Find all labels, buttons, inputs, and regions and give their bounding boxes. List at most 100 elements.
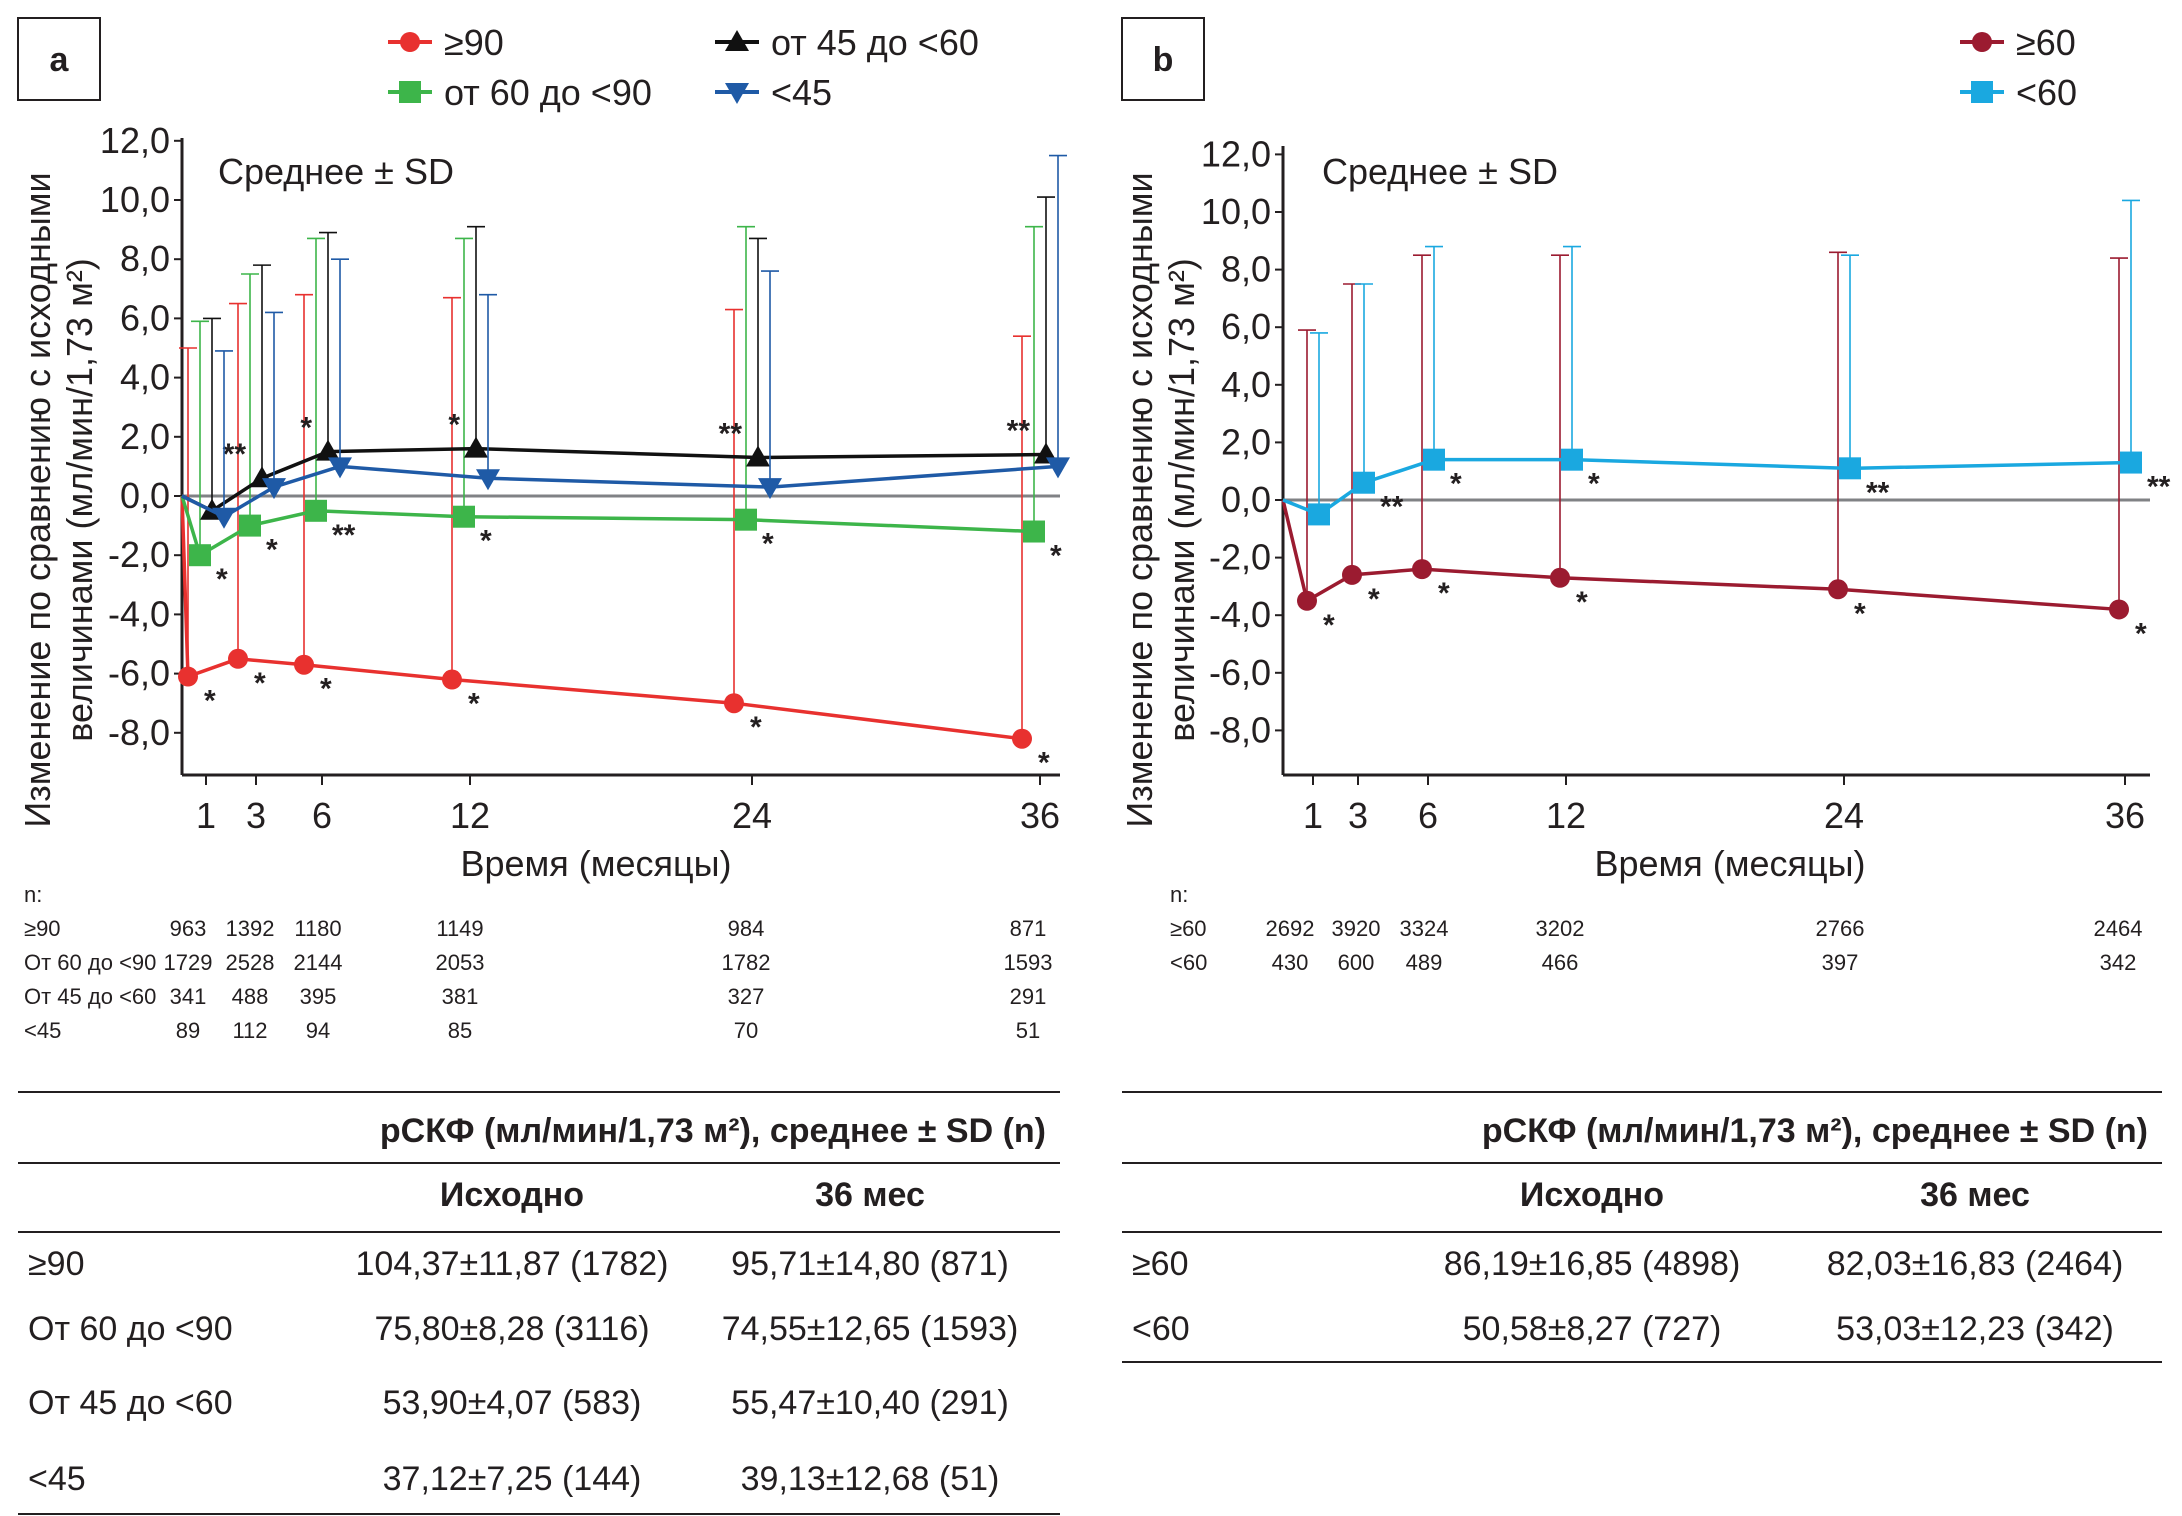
summary-table: рСКФ (мл/мин/1,73 м²), среднее ± SD (n) И… [18,1091,1060,1515]
significance-star: * [480,525,492,558]
n-value: 1593 [1004,950,1053,975]
n-value: 1392 [226,916,275,941]
data-point [1412,559,1432,580]
x-tick-label: 36 [1020,795,1060,836]
data-point [294,654,314,675]
x-axis-title: Время (месяцы) [460,843,731,884]
table-title: рСКФ (мл/мин/1,73 м²), среднее ± SD (n) [1482,1112,2148,1150]
data-point [212,507,236,529]
data-point [1839,457,1861,480]
series [181,154,1070,529]
n-value: 1180 [294,916,341,941]
significance-star: * [320,673,332,706]
y-tick-label: -6,0 [1209,652,1271,693]
data-point [1561,448,1583,471]
series-line [1282,457,2132,517]
table-row-label: <45 [28,1460,86,1498]
y-tick-label: -2,0 [108,534,170,575]
n-value: 2528 [226,950,275,975]
significance-star: * [1050,540,1062,573]
data-point [1012,728,1032,749]
y-tick-label: 12,0 [1201,133,1271,174]
n-title: n: [24,882,42,907]
significance-star: * [1368,583,1380,616]
significance-star: * [300,412,312,445]
table-row-label: От 45 до <60 [28,1384,233,1422]
y-tick-label: 0,0 [1221,479,1271,520]
n-value: 1782 [722,950,771,975]
data-point [262,478,286,500]
n-value: 2692 [1266,916,1315,941]
n-value: 291 [1010,984,1047,1009]
significance-star: * [468,688,480,721]
n-value: 2766 [1816,916,1865,941]
data-point [1297,590,1317,611]
n-row-label: ≥90 [24,916,61,941]
y-tick-label: 4,0 [1221,364,1271,405]
n-title: n: [1170,882,1188,907]
data-point [464,436,488,458]
table-cell-36m: 39,13±12,68 (51) [741,1460,1000,1498]
x-tick-label: 3 [1348,795,1368,836]
n-value: 94 [306,1018,330,1043]
x-tick-label: 1 [196,795,216,836]
series-line [180,495,1023,741]
significance-star: * [750,711,762,744]
legend-item: от 60 до <90 [388,72,652,113]
y-axis-title-line1: Изменение по сравнению с исходными [17,172,58,827]
table-col-baseline: Исходно [440,1176,584,1214]
data-point [1828,579,1848,600]
table-cell-baseline: 104,37±11,87 (1782) [356,1245,669,1283]
data-point [228,648,248,669]
significance-star: ** [1380,491,1404,524]
y-tick-label: 4,0 [120,357,170,398]
y-tick-label: -4,0 [108,593,170,634]
data-point [1353,471,1375,494]
n-value: 3920 [1332,916,1381,941]
n-value: 1729 [164,950,213,975]
table-cell-baseline: 86,19±16,85 (4898) [1444,1245,1741,1283]
y-tick-label: -6,0 [108,653,170,694]
x-tick-label: 12 [1546,795,1586,836]
table-cell-baseline: 53,90±4,07 (583) [383,1384,642,1422]
significance-star: * [1438,577,1450,610]
y-tick-label: 8,0 [120,238,170,279]
table-cell-36m: 53,03±12,23 (342) [1836,1310,2114,1348]
n-value: 2144 [294,950,343,975]
n-value: 397 [1822,950,1859,975]
data-point [1046,457,1070,479]
legend-label: <45 [771,72,832,113]
y-tick-label: 6,0 [120,297,170,338]
table-cell-baseline: 37,12±7,25 (144) [383,1460,642,1498]
legend-item: от 45 до <60 [715,22,979,63]
y-tick-label: -8,0 [108,712,170,753]
n-value: 600 [1338,950,1375,975]
legend-marker [1971,81,1993,103]
significance-star: * [1576,586,1588,619]
significance-star: ** [719,418,743,451]
legend-label: от 60 до <90 [444,72,652,113]
x-axis-title: Время (месяцы) [1594,843,1865,884]
significance-star: * [762,528,774,561]
n-row-label: <45 [24,1018,61,1043]
table-row-label: <60 [1132,1310,1190,1348]
x-tick-label: 24 [732,795,772,836]
significance-star: * [2135,617,2147,650]
n-row-label: <60 [1170,950,1207,975]
data-point [746,445,770,467]
n-value: 3202 [1536,916,1585,941]
significance-star: ** [1007,415,1031,448]
legend-label: ≥60 [2016,22,2076,63]
data-point [239,514,261,537]
n-value: 51 [1016,1018,1040,1043]
table-cell-36m: 82,03±16,83 (2464) [1827,1245,2124,1283]
n-value: 488 [232,984,269,1009]
series: *** * ** ** [1282,199,2171,526]
x-tick-label: 3 [246,795,266,836]
data-point [1550,567,1570,588]
y-tick-label: -8,0 [1209,709,1271,750]
legend-marker [725,30,749,51]
y-tick-label: 8,0 [1221,249,1271,290]
n-value: 70 [734,1018,758,1043]
y-tick-label: 12,0 [100,120,170,161]
